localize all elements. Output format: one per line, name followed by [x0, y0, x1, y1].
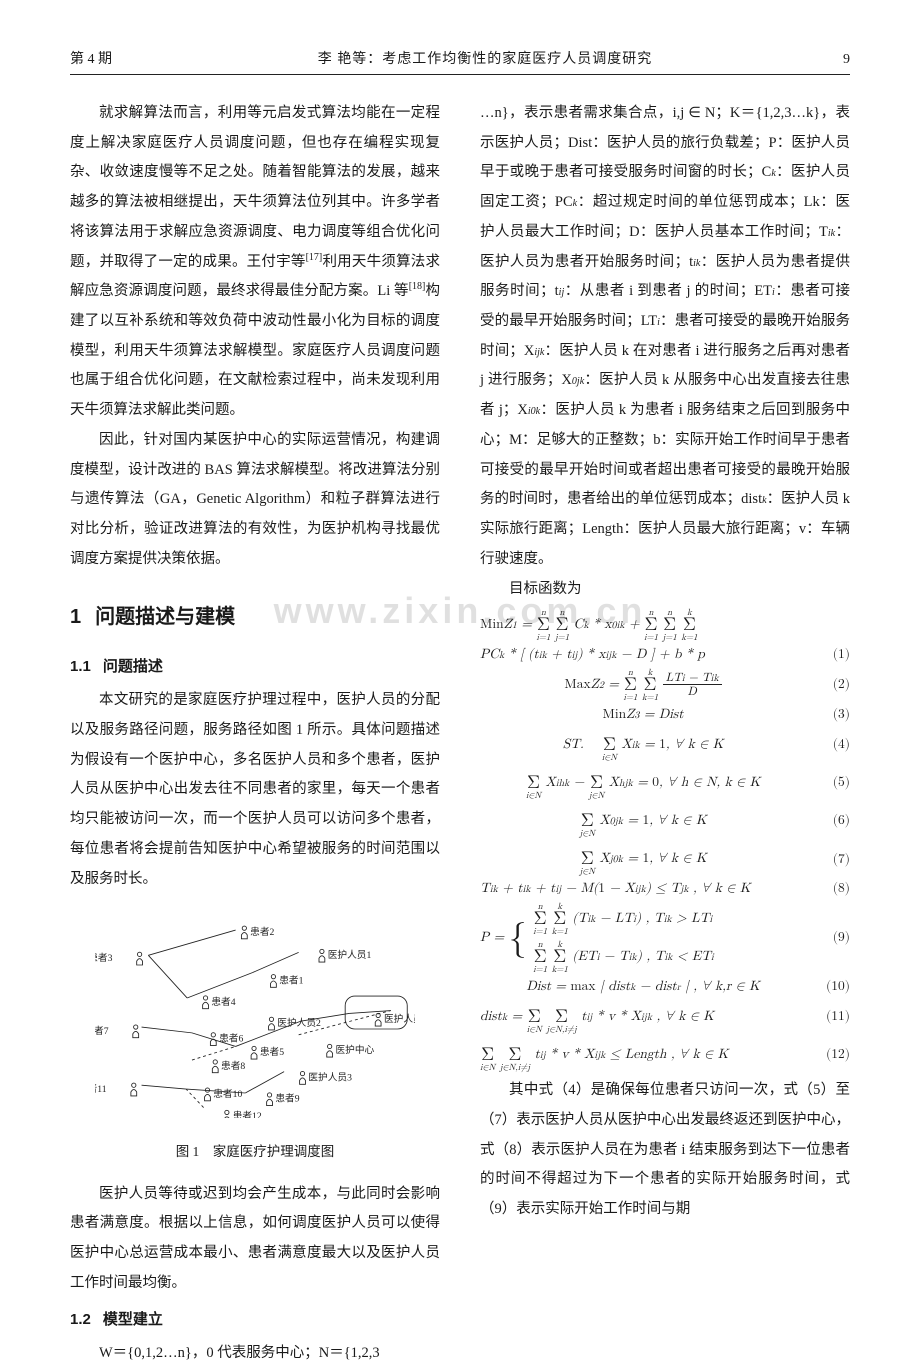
para-cost: 医护人员等待或迟到均会产生成本，与此同时会影响患者满意度。根据以上信息，如何调度… [70, 1180, 440, 1299]
svg-text:患者6: 患者6 [219, 1033, 243, 1045]
running-title: 李 艳等：考虑工作均衡性的家庭医疗人员调度研究 [160, 48, 810, 68]
svg-text:医护人员1: 医护人员1 [328, 948, 372, 961]
equation-6: Σj∈N X0jk = 1, ∀ k ∈ K (6) [480, 804, 850, 838]
equation-8: Tik + tik + tij − M(1 − Xijk) ≤ Tjk , ∀ … [480, 880, 850, 898]
para-notation: …n}，表示患者需求集合点，i,j ∈ N；K＝{1,2,3…k}，表示医护人员… [480, 99, 850, 575]
equation-7: Σj∈N Xj0k = 1, ∀ k ∈ K (7) [480, 842, 850, 876]
svg-text:患者8: 患者8 [221, 1060, 245, 1072]
two-column-body: 就求解算法而言，利用等元启发式算法均能在一定程度上解决家庭医疗人员调度问题，但也… [70, 99, 850, 1369]
right-column: …n}，表示患者需求集合点，i,j ∈ N；K＝{1,2,3…k}，表示医护人员… [480, 99, 850, 1369]
equation-9: P = { nΣi=1 kΣk=1 (Tik − LTi) , Tik > LT… [480, 902, 850, 974]
para-eq-explain: 其中式（4）是确保每位患者只访问一次，式（5）至（7）表示医护人员从医护中心出发… [480, 1076, 850, 1225]
svg-text:医护人员3: 医护人员3 [308, 1071, 352, 1084]
figure-1: 患者2 患者3 医护人员1 患者1 患者4 医护人员集合 医护人员2 患者7 患者6 患者5 医护中… [70, 908, 440, 1130]
figure-1-svg: 患者2 患者3 医护人员1 患者1 患者4 医护人员集合 医护人员2 患者7 患者6 患者5 医护中… [95, 908, 415, 1118]
equation-1b: PCk * [ (tik + tij) * xijk − D ] + b * p… [480, 646, 850, 664]
para-problem-desc: 本文研究的是家庭医疗护理过程中，医护人员的分配以及服务路径问题，服务路径如图 1… [70, 686, 440, 894]
citation-18: [18] [409, 281, 426, 292]
svg-text:患者10: 患者10 [213, 1088, 242, 1100]
section-1-title: 1问题描述与建模 [70, 597, 440, 638]
equation-3: MinZ3 = Dist (3) [480, 706, 850, 724]
objective-label: 目标函数为 [480, 575, 850, 605]
svg-text:患者7: 患者7 [95, 1025, 109, 1037]
equation-5: Σi∈N Xihk − Σj∈N Xhjk = 0, ∀ h ∈ N, k ∈ … [480, 766, 850, 800]
issue-label: 第 4 期 [70, 48, 160, 68]
equation-10: Dist = max | distk − distr | , ∀ k,r ∈ K… [480, 978, 850, 996]
equation-4: ST. Σi∈N Xik = 1, ∀ k ∈ K (4) [480, 728, 850, 762]
svg-text:患者4: 患者4 [211, 996, 235, 1008]
svg-text:医护人员2: 医护人员2 [277, 1016, 321, 1029]
equation-12: Σi∈N Σj∈N,i≠j tij * v * Xijk ≤ Length , … [480, 1038, 850, 1072]
svg-text:患者1: 患者1 [279, 975, 303, 987]
subsection-1-2-title: 1.2模型建立 [70, 1305, 440, 1336]
para-algorithms: 就求解算法而言，利用等元启发式算法均能在一定程度上解决家庭医疗人员调度问题，但也… [70, 99, 440, 426]
equation-2: MaxZ2 = nΣi=1 kΣk=1 LTi − TikD (2) [480, 668, 850, 702]
equation-11: distk = Σi∈N Σj∈N,i≠j tij * v * Xijk , ∀… [480, 1000, 850, 1034]
svg-text:患者2: 患者2 [250, 926, 274, 938]
subsection-1-1-title: 1.1问题描述 [70, 652, 440, 683]
svg-text:患者12: 患者12 [233, 1110, 262, 1118]
citation-17: [17] [306, 252, 323, 263]
svg-text:患者11: 患者11 [95, 1083, 107, 1095]
svg-text:医护人员集合: 医护人员集合 [384, 1012, 415, 1025]
figure-1-caption: 图 1 家庭医疗护理调度图 [70, 1138, 440, 1166]
page-number: 9 [810, 52, 850, 68]
svg-text:医护中心: 医护中心 [335, 1044, 374, 1057]
para-motivation: 因此，针对国内某医护中心的实际运营情况，构建调度模型，设计改进的 BAS 算法求… [70, 426, 440, 575]
equation-1a: MinZ1 = nΣi=1 nΣj=1 Ck * x0ik + nΣi=1 nΣ… [480, 608, 850, 642]
svg-text:患者3: 患者3 [95, 952, 113, 964]
svg-text:患者5: 患者5 [260, 1046, 284, 1058]
para-sets: W＝{0,1,2…n}，0 代表服务中心；N＝{1,2,3 [70, 1339, 440, 1369]
page-header: 第 4 期 李 艳等：考虑工作均衡性的家庭医疗人员调度研究 9 [70, 48, 850, 75]
svg-text:患者9: 患者9 [275, 1093, 299, 1105]
left-column: 就求解算法而言，利用等元启发式算法均能在一定程度上解决家庭医疗人员调度问题，但也… [70, 99, 440, 1369]
